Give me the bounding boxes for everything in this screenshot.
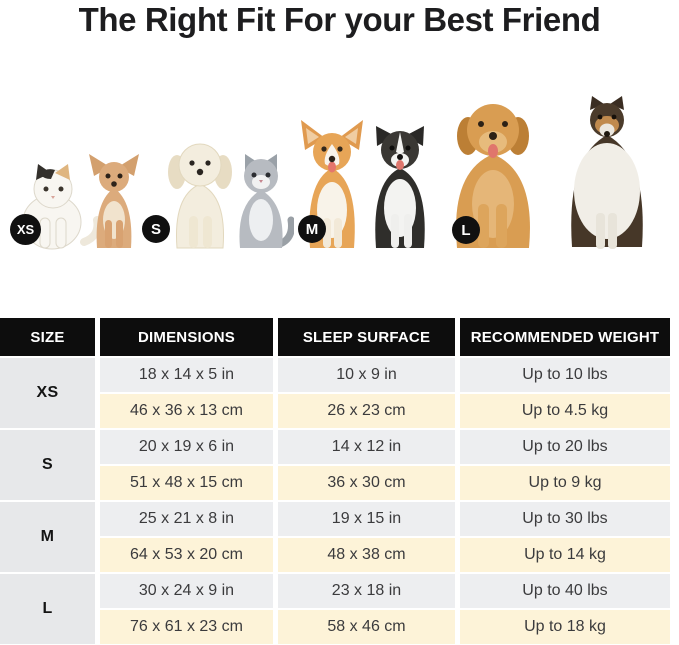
size-badge-xs: XS <box>10 214 41 245</box>
xs-sleep-in: 10 x 9 in <box>278 358 455 392</box>
s-sleep-in: 14 x 12 in <box>278 430 455 464</box>
m-dimensions-in: 25 x 21 x 8 in <box>100 502 273 536</box>
size-label-m: M <box>0 502 95 572</box>
s-dimensions-cm: 51 x 48 x 15 cm <box>100 466 273 500</box>
m-sleep-cm: 48 x 38 cm <box>278 538 455 572</box>
l-sleep-cm: 58 x 46 cm <box>278 610 455 644</box>
m-weight-kg: Up to 14 kg <box>460 538 670 572</box>
l-weight-lbs: Up to 40 lbs <box>460 574 670 608</box>
l-dimensions-in: 30 x 24 x 9 in <box>100 574 273 608</box>
size-label-s: S <box>0 430 95 500</box>
page-title: The Right Fit For your Best Friend <box>78 1 601 38</box>
golden-retriever-image <box>424 92 562 250</box>
m-weight-lbs: Up to 30 lbs <box>460 502 670 536</box>
maltese-puppy-image <box>163 138 237 250</box>
xs-dimensions-cm: 46 x 36 x 13 cm <box>100 394 273 428</box>
xs-sleep-cm: 26 x 23 cm <box>278 394 455 428</box>
size-label-l: L <box>0 574 95 644</box>
size-badge-l: L <box>452 216 480 244</box>
xs-dimensions-in: 18 x 14 x 5 in <box>100 358 273 392</box>
column-header-size: SIZE <box>0 318 95 356</box>
size-table: SIZE DIMENSIONS SLEEP SURFACE RECOMMENDE… <box>0 318 670 644</box>
xs-weight-kg: Up to 4.5 kg <box>460 394 670 428</box>
m-dimensions-cm: 64 x 53 x 20 cm <box>100 538 273 572</box>
column-header-recommended-weight: RECOMMENDED WEIGHT <box>460 318 670 356</box>
column-header-dimensions: DIMENSIONS <box>100 318 273 356</box>
m-sleep-in: 19 x 15 in <box>278 502 455 536</box>
l-dimensions-cm: 76 x 61 x 23 cm <box>100 610 273 644</box>
column-header-sleep-surface: SLEEP SURFACE <box>278 318 455 356</box>
xs-weight-lbs: Up to 10 lbs <box>460 358 670 392</box>
rough-collie-image <box>540 95 674 250</box>
s-weight-lbs: Up to 20 lbs <box>460 430 670 464</box>
chihuahua-image <box>86 152 142 250</box>
border-collie-image <box>356 122 444 250</box>
l-sleep-in: 23 x 18 in <box>278 574 455 608</box>
size-badge-s: S <box>142 215 170 243</box>
gray-cat-image <box>228 152 294 250</box>
pets-lineup: XS S M L <box>0 70 679 252</box>
size-label-xs: XS <box>0 358 95 428</box>
l-weight-kg: Up to 18 kg <box>460 610 670 644</box>
s-weight-kg: Up to 9 kg <box>460 466 670 500</box>
s-dimensions-in: 20 x 19 x 6 in <box>100 430 273 464</box>
s-sleep-cm: 36 x 30 cm <box>278 466 455 500</box>
size-badge-m: M <box>298 215 326 243</box>
